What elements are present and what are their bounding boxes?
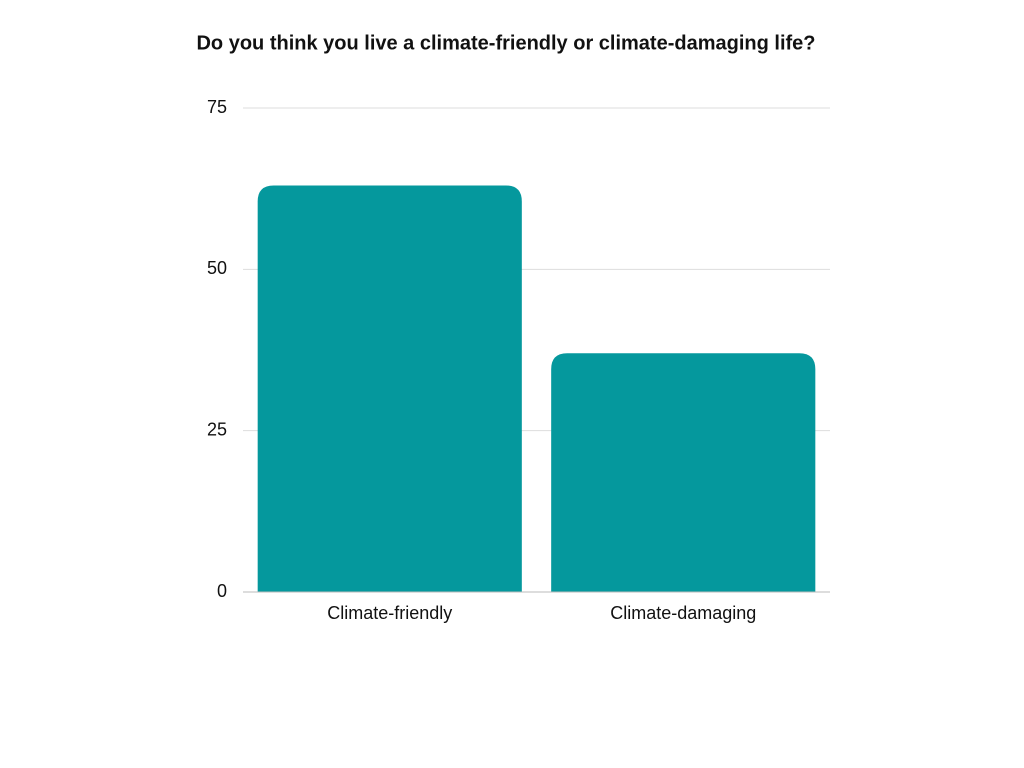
- y-tick-label: 25: [207, 419, 227, 439]
- chart-title: Do you think you live a climate-friendly…: [196, 32, 815, 54]
- bar: [257, 185, 522, 592]
- x-tick-label: Climate-damaging: [610, 603, 756, 623]
- y-tick-label: 0: [217, 581, 227, 601]
- bar: [551, 353, 816, 592]
- x-tick-label: Climate-friendly: [327, 603, 452, 623]
- y-tick-label: 75: [207, 97, 227, 117]
- y-tick-label: 50: [207, 258, 227, 278]
